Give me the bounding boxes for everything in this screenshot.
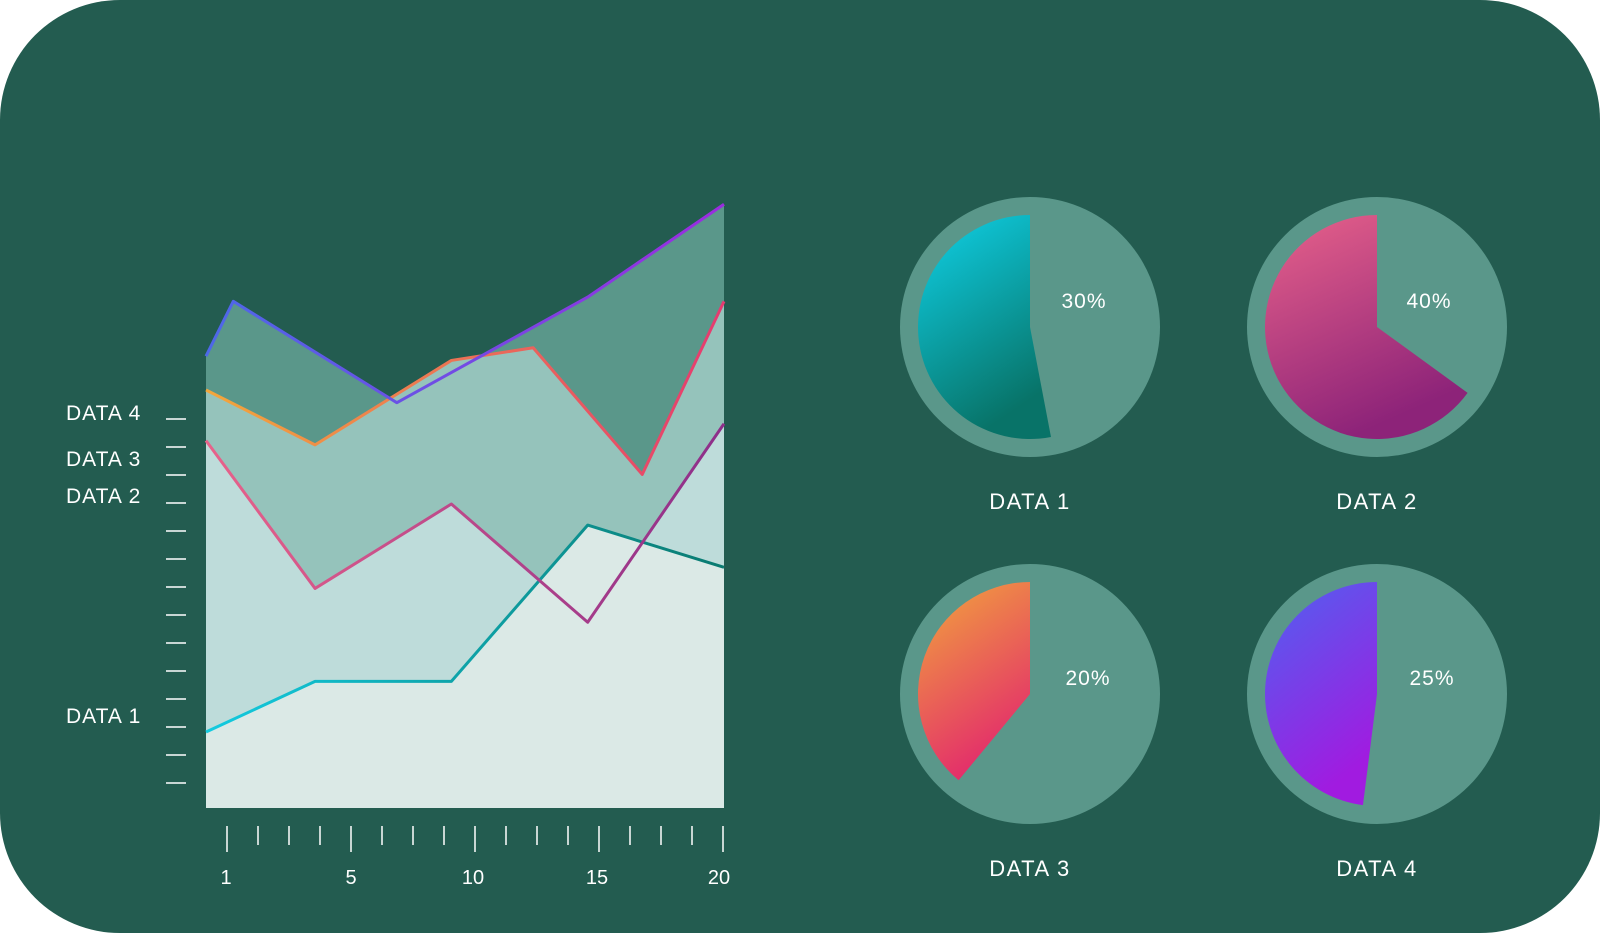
x-tick-label-20: 20 [708, 867, 730, 889]
pie-labels: DATA 1 DATA 2 DATA 3 DATA 4 [989, 489, 1418, 881]
x-tick-label-15: 15 [586, 867, 608, 889]
y-axis-ticks [166, 418, 186, 784]
pie-4-label: DATA 4 [1336, 856, 1418, 881]
series-line-data-1 [205, 523, 725, 734]
pie-4-slice [1265, 582, 1377, 806]
y-label-data-1: DATA 1 [66, 705, 141, 728]
x-axis-ticks [226, 826, 724, 852]
pie-4-percent: 25% [1409, 667, 1454, 690]
pie-percent-labels: 30% 40% 20% 25% [1061, 290, 1454, 690]
y-label-data-3: DATA 3 [66, 448, 141, 471]
area-chart [204, 202, 726, 808]
pie-3-slice [917, 582, 1030, 781]
y-label-data-4: DATA 4 [66, 402, 141, 425]
pie-charts [900, 197, 1507, 824]
x-tick-label-10: 10 [462, 867, 484, 889]
pie-3-label: DATA 3 [989, 856, 1071, 881]
y-label-data-2: DATA 2 [66, 485, 141, 508]
series-line-data-4 [204, 202, 725, 405]
pie-1-label: DATA 1 [989, 489, 1071, 514]
y-axis-labels: DATA 4 DATA 3 DATA 2 DATA 1 [66, 402, 141, 728]
pie-2-percent: 40% [1406, 290, 1451, 313]
pie-2-slice [1265, 215, 1468, 439]
pie-2-label: DATA 2 [1336, 489, 1418, 514]
pie-1-percent: 30% [1061, 290, 1106, 313]
series-line-data-2 [204, 422, 726, 624]
pie-1-slice [918, 215, 1051, 439]
series-line-data-3 [205, 300, 726, 476]
x-tick-label-5: 5 [345, 867, 356, 889]
x-axis-labels: 1 5 10 15 20 [220, 867, 730, 889]
x-tick-label-1: 1 [220, 867, 231, 889]
pie-3-percent: 20% [1065, 667, 1110, 690]
